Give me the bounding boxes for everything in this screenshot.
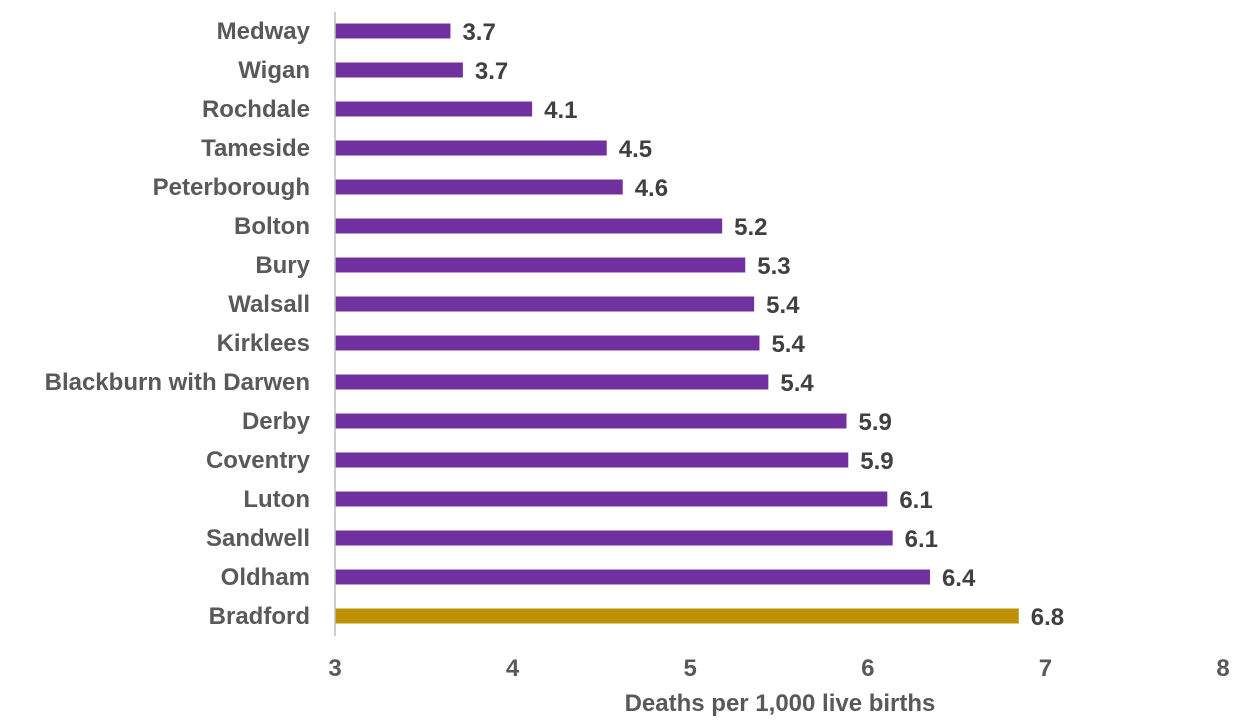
value-label: 5.4	[766, 292, 800, 319]
bar	[335, 179, 623, 195]
category-label: Wigan	[238, 57, 310, 84]
value-label: 6.4	[942, 565, 976, 592]
value-label: 4.5	[619, 136, 652, 163]
category-label: Peterborough	[153, 174, 310, 201]
x-axis-ticks: 3 4 5 6 7 8	[328, 655, 1229, 682]
value-label: 4.6	[635, 175, 668, 202]
x-tick-label: 5	[684, 655, 697, 682]
x-tick-label: 3	[328, 655, 341, 682]
value-label: 5.4	[780, 370, 814, 397]
category-label: Oldham	[221, 564, 310, 591]
x-tick-label: 8	[1216, 655, 1229, 682]
category-label: Rochdale	[202, 96, 310, 123]
bar	[335, 608, 1019, 624]
bar	[335, 23, 451, 39]
bar	[335, 335, 760, 351]
x-axis-title: Deaths per 1,000 live births	[625, 690, 936, 717]
bar	[335, 62, 463, 78]
bar	[335, 374, 769, 390]
value-label: 6.1	[905, 526, 938, 553]
x-tick-label: 6	[861, 655, 874, 682]
bar	[335, 140, 607, 156]
bars-layer	[335, 23, 1019, 624]
labels-layer: Medway 3.7 Wigan 3.7 Rochdale 4.1 Tameside 4.5 P…	[45, 18, 1065, 631]
category-label: Walsall	[228, 291, 310, 318]
category-label: Coventry	[206, 447, 311, 474]
category-label: Luton	[243, 486, 310, 513]
value-label: 6.1	[899, 487, 932, 514]
value-label: 4.1	[544, 97, 577, 124]
value-label: 5.3	[757, 253, 790, 280]
bar	[335, 530, 893, 546]
value-label: 3.7	[475, 58, 508, 85]
category-label: Blackburn with Darwen	[45, 369, 310, 396]
value-label: 5.9	[858, 409, 891, 436]
value-label: 5.9	[860, 448, 893, 475]
bar	[335, 569, 930, 585]
category-label: Bradford	[209, 603, 310, 630]
category-label: Sandwell	[206, 525, 310, 552]
bar	[335, 413, 847, 429]
bar	[335, 101, 533, 117]
category-label: Derby	[242, 408, 311, 435]
value-label: 3.7	[462, 19, 495, 46]
category-label: Tameside	[201, 135, 310, 162]
category-label: Kirklees	[217, 330, 310, 357]
x-tick-label: 4	[506, 655, 520, 682]
bar	[335, 452, 849, 468]
category-label: Bury	[255, 252, 310, 279]
value-label: 5.2	[734, 214, 767, 241]
bar	[335, 296, 755, 312]
value-label: 5.4	[771, 331, 805, 358]
bar	[335, 257, 746, 273]
value-label: 6.8	[1031, 604, 1064, 631]
x-tick-label: 7	[1039, 655, 1052, 682]
category-label: Medway	[217, 18, 311, 45]
bar	[335, 491, 888, 507]
category-label: Bolton	[234, 213, 310, 240]
bar	[335, 218, 723, 234]
